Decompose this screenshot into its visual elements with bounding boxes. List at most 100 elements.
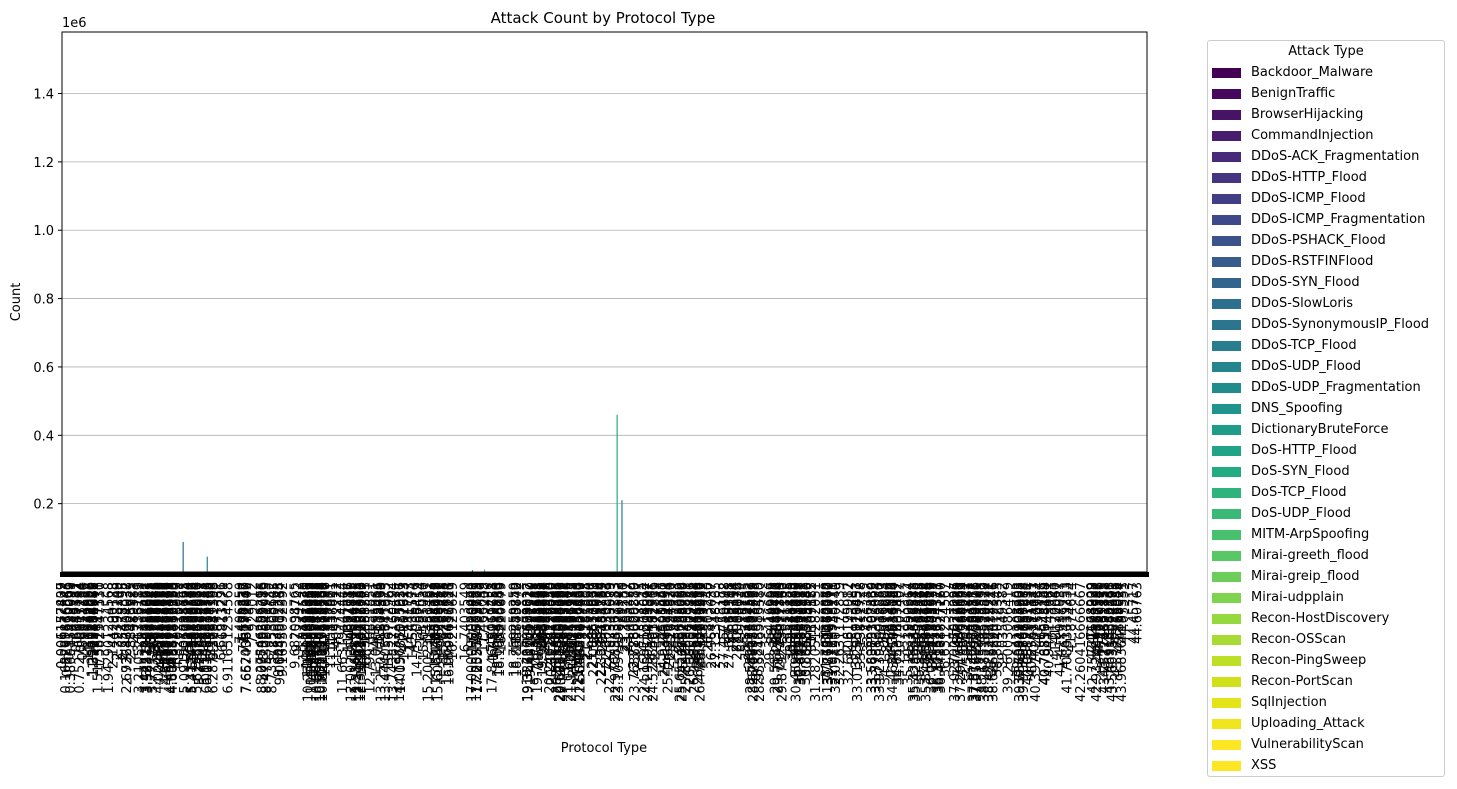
- x-tick-label: 29.879243827160: [775, 582, 790, 702]
- x-tick-label: 21.11496913: [564, 582, 579, 669]
- x-tick-label: 10.696629213483: [313, 582, 328, 702]
- x-tick-label: 40.50964: [1032, 582, 1047, 644]
- x-tick-label: 31.777777777777: [821, 582, 836, 702]
- legend-label: Uploading_Attack: [1251, 716, 1365, 731]
- x-tick-label: 31.701388888: [819, 582, 834, 677]
- x-tick-label: 18.15239: [493, 582, 508, 644]
- x-tick-label: 26.803240: [701, 582, 716, 652]
- legend-label: DictionaryBruteForce: [1251, 422, 1389, 437]
- x-tick-label: 30.459876543210: [789, 582, 804, 702]
- x-tick-label: 12.312114197531: [352, 582, 367, 702]
- x-tick-label: 17.203317901235: [470, 582, 485, 702]
- x-tick-label: 24.31597: [641, 582, 656, 644]
- legend-item: DDoS-RSTFINFlood: [1212, 251, 1373, 272]
- x-tick-label: 33.58989197530: [865, 582, 880, 694]
- x-tick-label: 41.874614: [1065, 582, 1080, 652]
- x-tick-label: 35.3626543: [908, 582, 923, 661]
- x-tick-label: 11.15817901: [324, 582, 339, 669]
- x-tick-label: 24.6172839: [649, 582, 664, 661]
- legend-label: DDoS-UDP_Flood: [1251, 359, 1362, 374]
- x-tick-label: 6.30941358: [207, 582, 222, 661]
- x-tick-label: 6.017746: [200, 582, 215, 644]
- x-tick-label: 9.06442901234: [274, 582, 289, 685]
- x-tick-label: 10.3638117: [305, 582, 320, 661]
- x-tick-label: 44.60763: [1131, 582, 1146, 644]
- x-tick-label: 38.542438271: [984, 582, 999, 677]
- x-tick-label: 39.7334104938: [1013, 582, 1028, 685]
- legend-swatch: [1212, 67, 1241, 78]
- x-tick-label: 22.60030864: [600, 582, 615, 669]
- x-tick-label: 13.18364: [373, 582, 388, 644]
- x-tick-label: 21.4498456790: [572, 582, 587, 685]
- x-tick-label: 7.522376: [236, 582, 251, 644]
- x-tick-label: 29.35416666: [763, 582, 778, 669]
- x-tick-label: 1.1902006: [84, 582, 99, 652]
- x-tick-label: 19.34722: [521, 582, 536, 644]
- x-tick-label: 19.356095679012: [522, 582, 537, 702]
- x-tick-label: 12.4251543: [355, 582, 370, 661]
- x-tick-label: 25.14699074074: [661, 582, 676, 694]
- legend-item: DDoS-PSHACK_Flood: [1212, 230, 1386, 251]
- x-tick-label: 39.641203703: [1011, 582, 1026, 677]
- x-tick-label: 14.87654: [414, 582, 429, 644]
- x-tick-label: 35.995756: [923, 582, 938, 652]
- legend-item: Backdoor_Malware: [1212, 62, 1373, 83]
- x-tick-label: 25.21797839: [663, 582, 678, 669]
- legend-item: DoS-HTTP_Flood: [1212, 440, 1357, 461]
- x-tick-label: 37.16628: [951, 582, 966, 644]
- x-tick-label: 28.58217592592: [744, 582, 759, 694]
- legend-item: DNS_Spoofing: [1212, 398, 1343, 419]
- x-tick-label: 31.07523: [804, 582, 819, 644]
- x-tick-label: 1.942901234568: [102, 582, 117, 694]
- x-tick-label: 33.019290123457: [851, 582, 866, 702]
- y-tick-label: 1.0: [33, 224, 54, 239]
- x-tick-label: 20.025077: [538, 582, 553, 652]
- x-tick-label: 17.55208: [478, 582, 493, 644]
- x-tick-label: 12.79976851851: [364, 582, 379, 694]
- legend-label: SqlInjection: [1251, 695, 1327, 710]
- x-tick-label: 11.238811: [326, 582, 341, 652]
- x-tick-label: 30.6716820987: [795, 582, 810, 685]
- x-tick-label: 20.654320: [553, 582, 568, 652]
- x-tick-label: 5.2928240: [183, 582, 198, 652]
- legend-item: DDoS-TCP_Flood: [1212, 335, 1357, 356]
- x-tick-label: 6.1203703: [203, 582, 218, 652]
- x-tick-label: 39.908950617284: [1017, 582, 1032, 702]
- legend-item: Recon-PortScan: [1212, 671, 1353, 692]
- x-tick-label: 19.939814814: [536, 582, 551, 677]
- x-tick-label: 8.309799382716: [255, 582, 270, 694]
- x-tick-label: 21.7287808: [579, 582, 594, 661]
- x-tick-label: 5.434413580: [186, 582, 201, 669]
- x-tick-label: 2.989583: [127, 582, 142, 644]
- x-tick-label: 0.86651234: [76, 582, 91, 661]
- x-tick-label: 10.921296296: [318, 582, 333, 677]
- x-tick-label: 22.72762345679: [603, 582, 618, 694]
- x-tick-label: 12.58063271: [358, 582, 373, 669]
- legend-item: SqlInjection: [1212, 692, 1327, 713]
- x-tick-label: 10.3460648148: [304, 582, 319, 685]
- x-tick-label: 23.76620370: [628, 582, 643, 669]
- x-tick-label: 3.535108024691: [140, 582, 155, 694]
- legend-swatch: [1212, 424, 1241, 435]
- x-tick-label: 31.109182: [805, 582, 820, 652]
- x-tick-label: 2.55478395: [117, 582, 132, 661]
- bar: [483, 569, 486, 572]
- x-tick-label: 42.9830246: [1091, 582, 1106, 661]
- legend-item: Mirai-greip_flood: [1212, 566, 1359, 587]
- x-tick-label: 10.829475308: [316, 582, 331, 677]
- x-tick-label: 43.23726851851: [1097, 582, 1112, 694]
- x-tick-label: 30.45100: [789, 582, 804, 644]
- x-tick-label: 3.210526315789: [132, 582, 147, 694]
- x-tick-label: 2.144290123: [107, 582, 122, 669]
- x-tick-label: 32.2631172839: [833, 582, 848, 685]
- x-tick-label: 21.4066358024: [571, 582, 586, 685]
- legend-label: BrowserHijacking: [1251, 107, 1364, 122]
- x-tick-label: 11.66319444444: [336, 582, 351, 694]
- x-tick-label: 9.1655092592: [276, 582, 291, 677]
- x-tick-label: 30.6423611111: [794, 582, 809, 685]
- x-tick-label: 2.72646604938: [121, 582, 136, 685]
- x-tick-label: 21.51157407: [574, 582, 589, 669]
- x-tick-label: 16.0798611111: [443, 582, 458, 685]
- x-tick-label: 2.32793209: [111, 582, 126, 661]
- x-tick-label: 8.735725308642: [266, 582, 281, 694]
